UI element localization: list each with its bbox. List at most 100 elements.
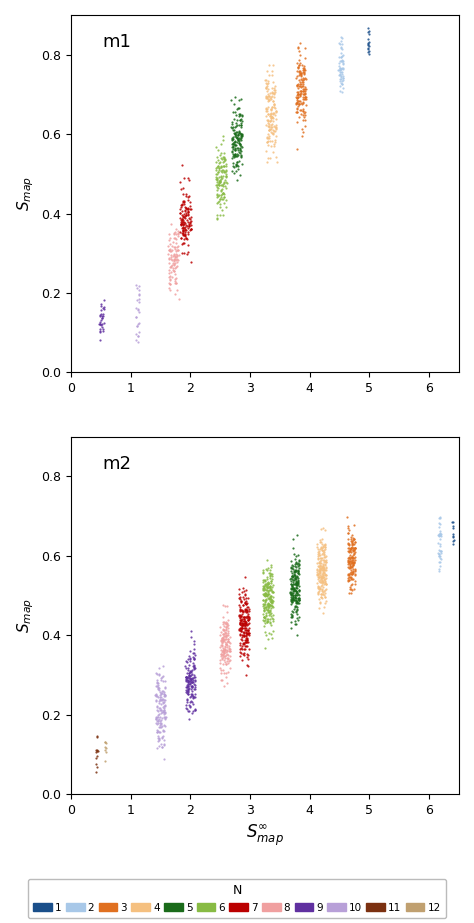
Point: [218, 625, 225, 640]
Point: [336, 61, 344, 76]
Point: [438, 529, 445, 544]
Point: [238, 618, 246, 633]
Point: [335, 49, 343, 64]
Point: [184, 675, 191, 689]
Point: [295, 583, 303, 598]
Point: [220, 159, 228, 174]
Point: [293, 95, 301, 110]
Point: [191, 687, 199, 701]
Point: [241, 621, 248, 636]
Point: [322, 576, 329, 591]
Point: [219, 627, 226, 641]
Point: [300, 58, 308, 73]
Point: [294, 90, 302, 104]
Point: [238, 584, 246, 599]
Point: [212, 167, 220, 182]
Point: [180, 206, 188, 221]
Point: [190, 697, 197, 712]
Point: [294, 40, 302, 54]
Point: [181, 195, 188, 210]
Point: [220, 165, 228, 180]
Point: [170, 234, 177, 249]
Point: [267, 608, 275, 623]
Point: [301, 83, 308, 98]
Point: [213, 160, 220, 174]
Point: [222, 200, 229, 215]
Point: [260, 573, 268, 588]
Point: [244, 608, 252, 623]
Point: [154, 699, 161, 713]
Point: [260, 602, 268, 617]
Point: [264, 601, 272, 616]
Point: [319, 553, 326, 568]
Point: [162, 705, 169, 720]
Point: [295, 593, 303, 607]
Point: [350, 541, 357, 556]
Point: [189, 689, 197, 704]
Point: [321, 540, 328, 555]
Point: [213, 188, 221, 203]
Point: [435, 561, 443, 576]
Point: [179, 226, 187, 241]
Point: [234, 154, 241, 169]
Point: [238, 653, 246, 667]
Point: [264, 81, 272, 96]
Point: [314, 542, 322, 557]
Point: [218, 651, 226, 665]
Point: [268, 120, 276, 135]
Point: [188, 694, 196, 709]
Point: [188, 683, 196, 698]
Point: [235, 590, 243, 605]
Point: [169, 248, 177, 263]
Point: [183, 232, 191, 246]
Point: [244, 647, 252, 662]
Point: [245, 622, 252, 637]
Point: [292, 90, 300, 104]
Point: [260, 610, 267, 625]
Point: [301, 90, 309, 104]
Point: [186, 173, 193, 187]
Point: [294, 571, 301, 586]
Point: [161, 680, 169, 695]
Point: [238, 616, 246, 630]
Point: [352, 563, 359, 578]
Point: [349, 557, 356, 572]
Point: [269, 106, 277, 121]
Point: [191, 652, 198, 666]
Point: [290, 564, 297, 579]
Point: [269, 106, 277, 121]
Point: [319, 569, 326, 584]
Point: [295, 557, 303, 572]
Point: [153, 709, 161, 724]
Point: [232, 142, 239, 157]
Point: [296, 102, 303, 117]
Point: [183, 692, 191, 707]
Point: [349, 551, 357, 566]
Point: [263, 615, 271, 629]
Point: [218, 169, 225, 184]
Point: [345, 538, 353, 553]
Point: [265, 88, 273, 102]
Point: [219, 641, 227, 655]
Point: [184, 681, 192, 696]
Point: [158, 691, 165, 706]
Point: [184, 226, 192, 241]
Point: [186, 201, 194, 216]
Point: [244, 610, 251, 625]
Point: [269, 93, 277, 108]
Point: [294, 87, 301, 102]
Point: [318, 543, 326, 557]
Point: [222, 665, 230, 680]
Point: [318, 543, 326, 557]
Point: [93, 728, 100, 743]
Point: [261, 582, 268, 597]
Point: [185, 669, 192, 684]
Point: [242, 597, 249, 612]
Point: [168, 243, 176, 258]
Point: [264, 578, 271, 593]
Point: [222, 617, 230, 631]
Point: [436, 527, 444, 542]
Point: [236, 604, 244, 618]
Point: [159, 694, 167, 709]
Point: [319, 584, 327, 599]
